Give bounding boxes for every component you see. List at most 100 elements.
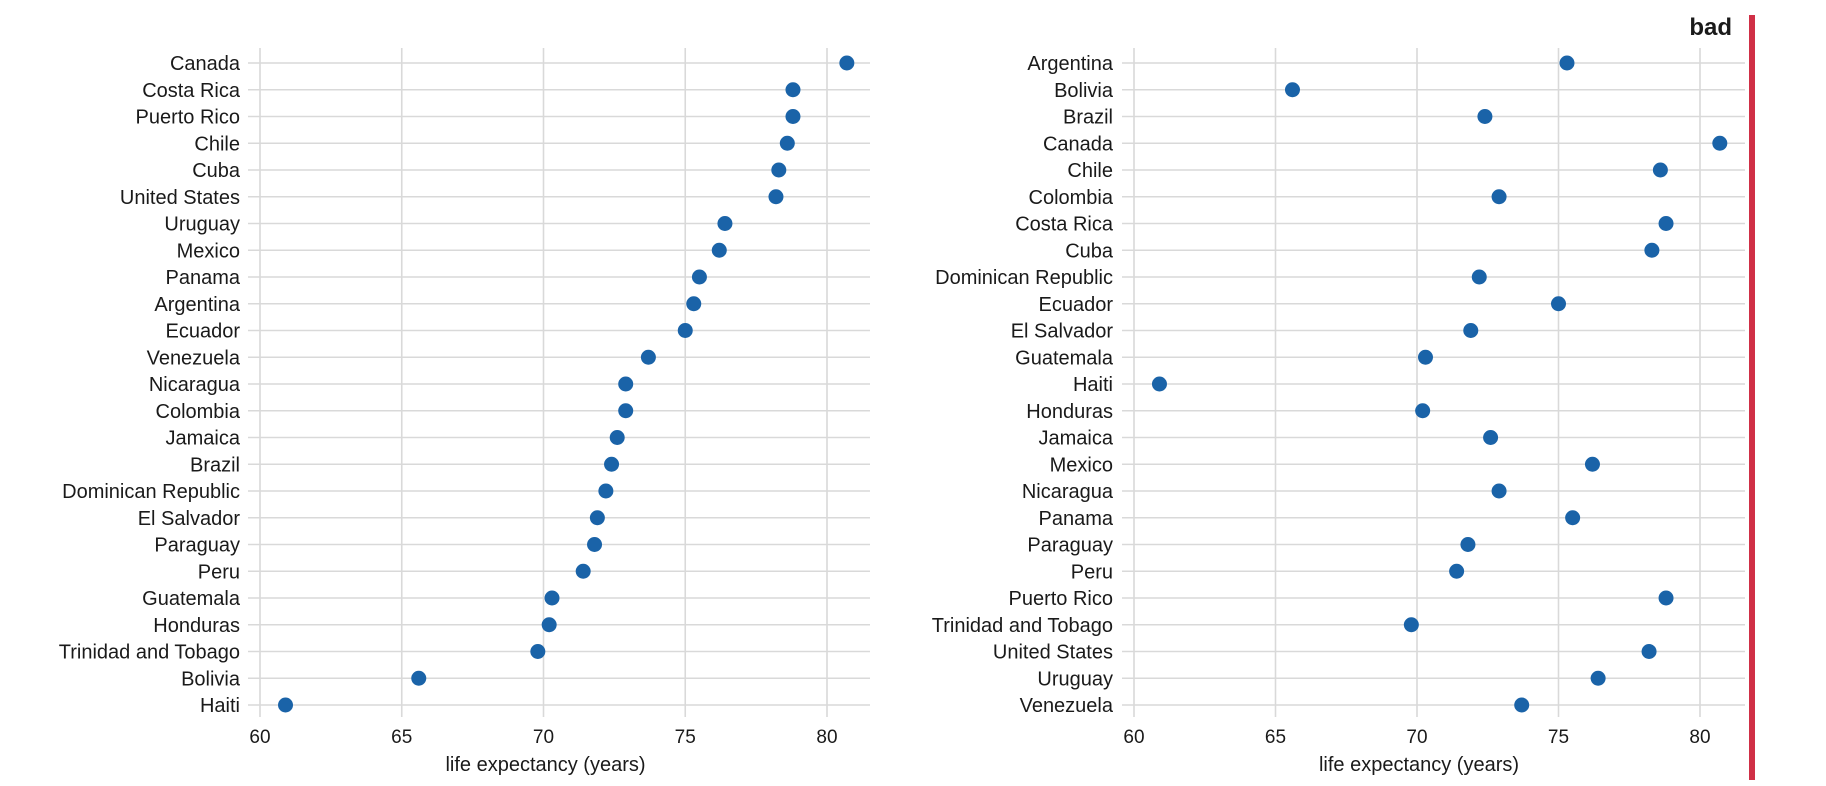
data-point	[717, 216, 733, 231]
data-point	[618, 376, 634, 392]
category-label: Haiti	[1073, 374, 1113, 396]
category-label: Costa Rica	[142, 80, 241, 102]
data-point	[1403, 617, 1419, 633]
data-point	[541, 617, 557, 633]
data-point	[771, 162, 787, 178]
category-label: Cuba	[1065, 240, 1114, 262]
data-point	[785, 109, 801, 124]
data-point	[1151, 376, 1167, 392]
x-tick-label: 80	[1689, 727, 1710, 748]
x-tick-label: 65	[391, 727, 412, 748]
left-chart-panel: Canada Costa Rica Puerto Rico Chile Cuba Unit…	[59, 48, 870, 776]
category-label: Nicaragua	[149, 374, 241, 396]
category-label: United States	[993, 642, 1113, 664]
category-label: Puerto Rico	[136, 107, 241, 129]
category-label: El Salvador	[1011, 321, 1114, 343]
category-label: Ecuador	[1039, 294, 1114, 316]
data-point	[411, 670, 427, 686]
category-label: Jamaica	[166, 428, 241, 450]
category-label: Panama	[1039, 508, 1114, 530]
x-tick-label: 75	[675, 727, 696, 748]
category-label: Canada	[1043, 133, 1114, 155]
category-label: Colombia	[156, 401, 241, 423]
data-point	[1644, 242, 1660, 258]
category-label: Puerto Rico	[1009, 588, 1114, 610]
data-point	[1415, 403, 1431, 419]
data-point	[1417, 349, 1433, 365]
data-point	[1471, 269, 1487, 285]
category-label: Ecuador	[166, 321, 241, 343]
category-label: Colombia	[1029, 187, 1114, 209]
data-point	[1514, 697, 1530, 713]
data-point	[1559, 55, 1575, 71]
data-point	[1491, 189, 1507, 205]
category-label: Chile	[1067, 160, 1113, 182]
category-label: Uruguay	[1037, 668, 1113, 690]
category-label: El Salvador	[138, 508, 241, 530]
x-axis-title: life expectancy (years)	[1319, 754, 1519, 776]
category-label: Trinidad and Tobago	[59, 642, 240, 664]
x-tick-label: 65	[1265, 727, 1286, 748]
category-label: Costa Rica	[1015, 214, 1114, 236]
data-point	[1284, 82, 1300, 98]
category-label: Cuba	[192, 160, 241, 182]
data-point	[1652, 162, 1668, 178]
category-label: Honduras	[1026, 401, 1113, 423]
data-point	[575, 563, 591, 579]
data-point	[1483, 430, 1499, 445]
data-point	[686, 296, 702, 312]
data-point	[530, 644, 546, 659]
data-point	[779, 135, 795, 151]
category-label: Trinidad and Tobago	[932, 615, 1113, 637]
data-point	[604, 456, 620, 472]
category-label: Venezuela	[147, 347, 241, 369]
bad-annotation-label: bad	[1689, 14, 1732, 41]
data-point	[640, 349, 656, 365]
category-label: Canada	[170, 53, 241, 75]
data-point	[1491, 483, 1507, 499]
data-point	[1449, 563, 1465, 579]
data-point	[544, 590, 560, 606]
data-point	[1551, 296, 1566, 312]
data-point	[587, 537, 603, 552]
data-point	[768, 189, 784, 205]
data-point	[839, 55, 855, 71]
category-label: Chile	[194, 133, 240, 155]
category-label: Jamaica	[1039, 428, 1114, 450]
x-tick-label: 75	[1548, 727, 1569, 748]
data-point	[691, 269, 707, 285]
category-label: Guatemala	[1015, 347, 1114, 369]
data-point	[618, 403, 634, 419]
category-label: Nicaragua	[1022, 481, 1114, 503]
category-label: Uruguay	[164, 214, 240, 236]
category-label: Guatemala	[142, 588, 241, 610]
category-label: Brazil	[190, 454, 240, 476]
data-point	[1590, 670, 1606, 686]
data-point	[598, 483, 614, 499]
data-point	[278, 697, 294, 713]
data-point	[1658, 216, 1674, 231]
data-point	[1460, 537, 1476, 552]
category-label: Paraguay	[154, 535, 240, 557]
x-tick-label: 70	[533, 727, 554, 748]
category-label: United States	[120, 187, 240, 209]
category-label: Bolivia	[1054, 80, 1114, 102]
category-label: Brazil	[1063, 107, 1113, 129]
category-label: Peru	[198, 561, 240, 583]
data-point	[589, 510, 605, 526]
category-label: Bolivia	[181, 668, 241, 690]
x-tick-label: 70	[1406, 727, 1427, 748]
data-point	[1658, 590, 1674, 606]
bad-annotation-bar	[1749, 15, 1755, 780]
category-label: Peru	[1071, 561, 1113, 583]
data-point	[711, 242, 727, 258]
x-tick-label: 60	[1123, 727, 1144, 748]
data-point	[1463, 323, 1479, 338]
data-point	[1641, 644, 1657, 659]
category-label: Mexico	[177, 240, 240, 262]
category-label: Argentina	[154, 294, 240, 316]
category-label: Panama	[166, 267, 241, 289]
data-point	[785, 82, 801, 98]
x-axis-title: life expectancy (years)	[445, 754, 645, 776]
